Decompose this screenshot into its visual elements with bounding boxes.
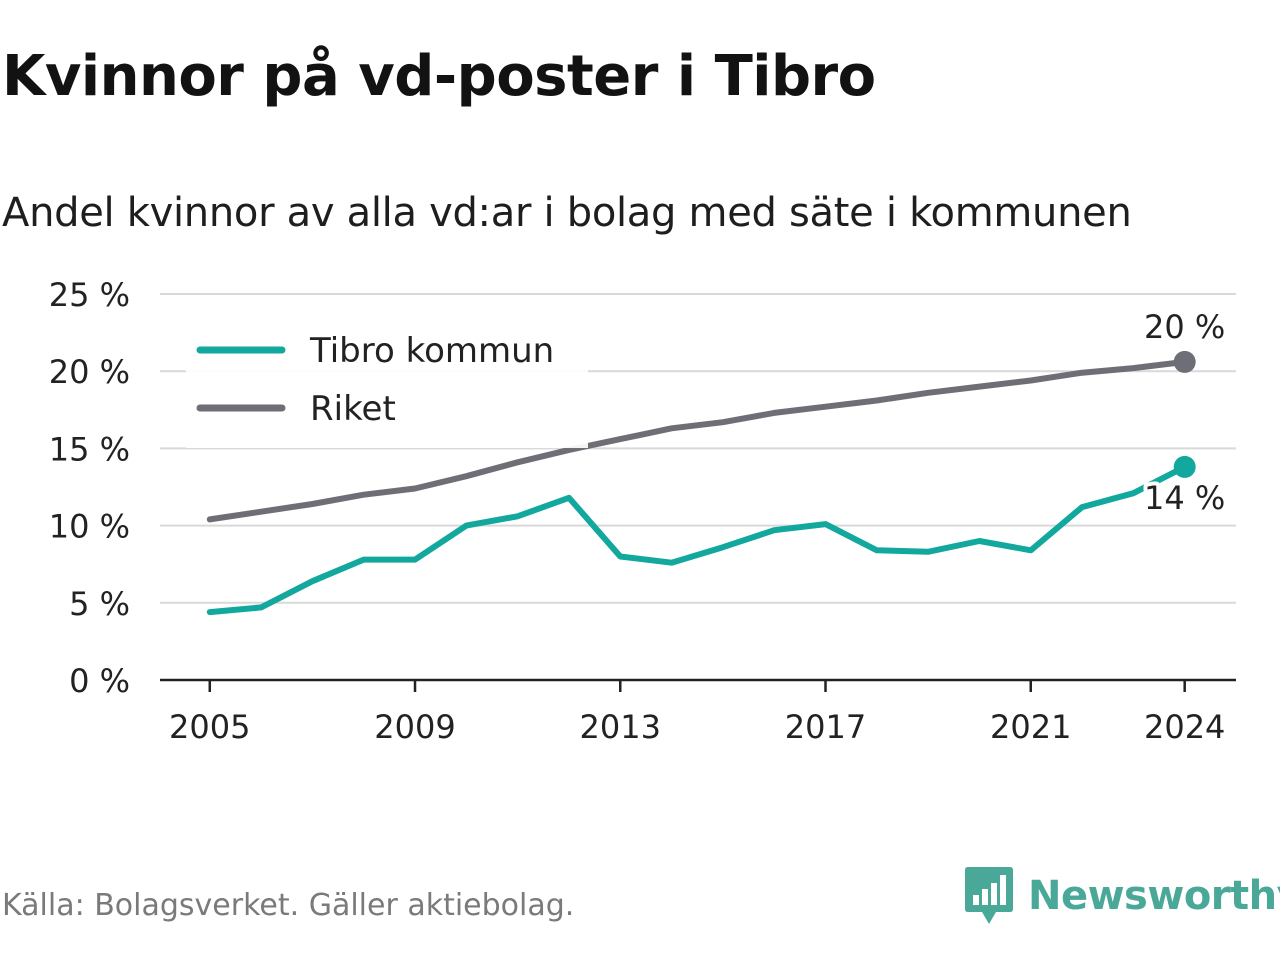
y-tick-label: 5 %: [69, 585, 130, 623]
legend: Tibro kommun Riket: [186, 331, 588, 448]
end-label-tibro: 14 %: [1144, 479, 1225, 517]
x-tick-label: 2013: [580, 708, 661, 746]
line-chart: 0 %5 %10 %15 %20 %25 % 2005 2009 2013 2017 2…: [49, 276, 1236, 746]
end-point-riket: [1173, 350, 1196, 373]
y-tick-label: 0 %: [69, 662, 130, 700]
newsworthy-logo: Newsworthy: [964, 864, 1280, 928]
newsworthy-bar-chart-icon: [965, 867, 1013, 924]
x-tick-label: 2017: [785, 708, 866, 746]
chart-subtitle: Andel kvinnor av alla vd:ar i bolag med …: [2, 190, 1132, 236]
series-line-tibro: [206, 463, 1188, 616]
y-axis: 0 % 5 % 10 % 15 % 20 % 25 %: [49, 276, 130, 700]
source-note: Källa: Bolagsverket. Gäller aktiebolag.: [2, 888, 575, 923]
legend-label: Tibro kommun: [309, 331, 554, 371]
end-point-tibro: [1173, 455, 1196, 478]
y-tick-label: 25 %: [49, 276, 130, 314]
legend-label: Riket: [310, 389, 396, 429]
x-tick-label: 2005: [169, 708, 250, 746]
x-axis: 2005 2009 2013 2017 2021 2024: [160, 678, 1236, 746]
y-tick-label: 20 %: [49, 353, 130, 391]
series-lines: [206, 350, 1196, 616]
chart-title: Kvinnor på vd-poster i Tibro: [2, 44, 876, 109]
y-tick-label: 15 %: [49, 430, 130, 468]
logo-text: Newsworthy: [1028, 873, 1280, 919]
series-line-riket: [206, 358, 1188, 523]
x-tick-label: 2009: [374, 708, 455, 746]
y-tick-label: 10 %: [49, 508, 130, 546]
end-label-riket: 20 %: [1144, 308, 1225, 346]
end-labels: 14 % 20 %: [1140, 304, 1229, 521]
x-tick-label: 2021: [990, 708, 1071, 746]
x-tick-label: 2024: [1144, 708, 1225, 746]
